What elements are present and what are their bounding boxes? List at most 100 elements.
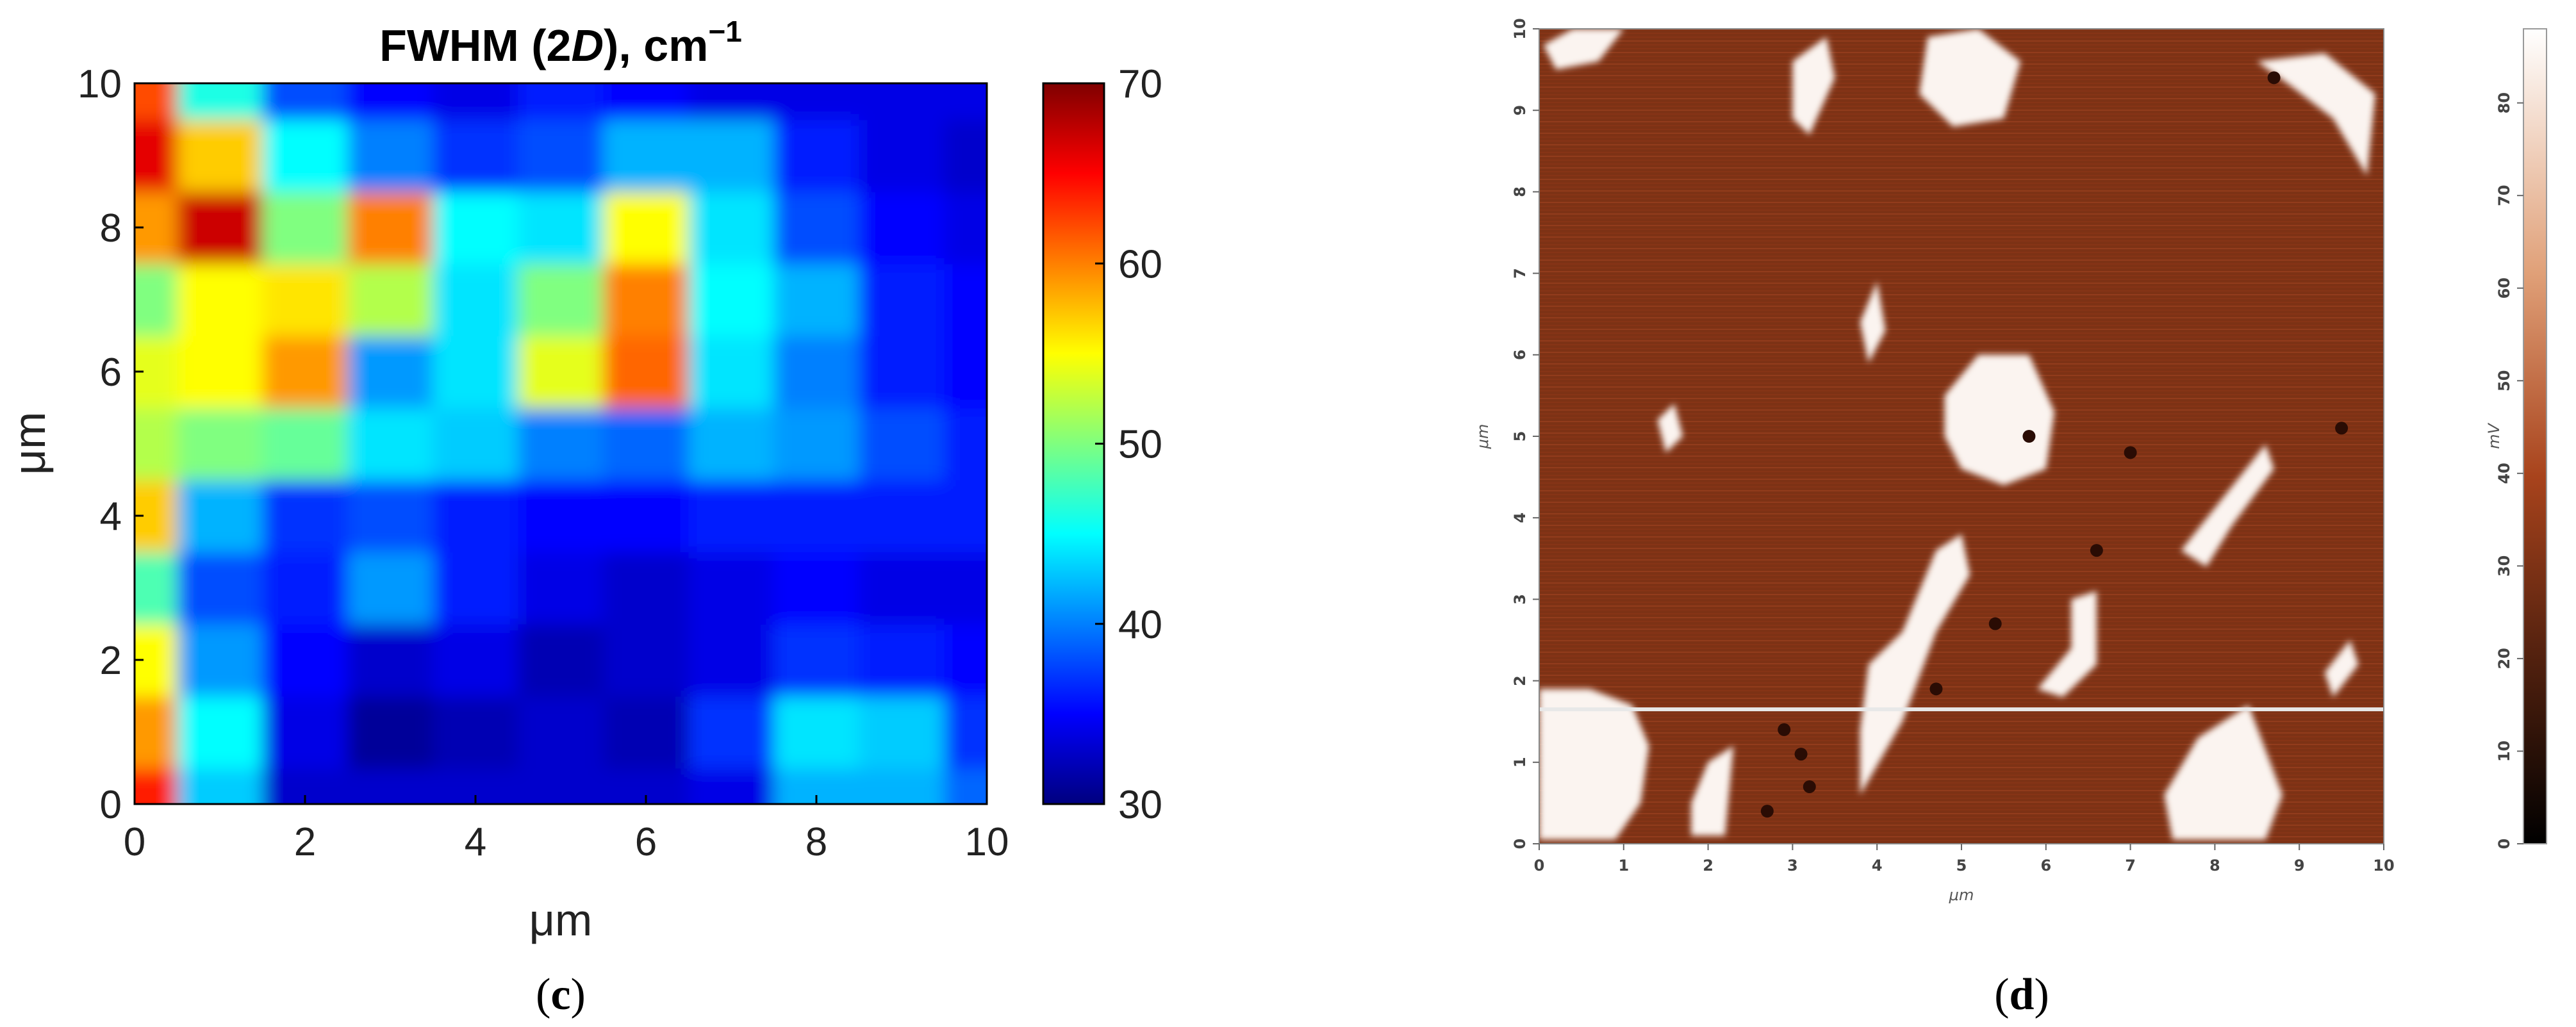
heatmap-cell bbox=[135, 407, 178, 481]
bright-flake bbox=[2181, 444, 2274, 567]
heatmap-cell bbox=[347, 263, 434, 336]
heatmap-cell bbox=[688, 479, 775, 553]
scan-line-texture bbox=[1539, 671, 2384, 672]
heatmap-cell bbox=[518, 335, 604, 409]
scan-line-texture bbox=[1539, 613, 2384, 614]
scan-line-texture bbox=[1539, 479, 2384, 480]
heatmap-cell bbox=[433, 696, 519, 769]
x-tick-label: 1 bbox=[1618, 857, 1629, 875]
heatmap-cell bbox=[688, 191, 775, 265]
scan-line-texture bbox=[1539, 690, 2384, 691]
scan-line-texture bbox=[1539, 717, 2384, 718]
bright-flake bbox=[1543, 29, 1624, 70]
colorbar-tick-label: 0 bbox=[2495, 839, 2513, 850]
scan-line-texture bbox=[1539, 156, 2384, 157]
heatmap-cell bbox=[347, 191, 434, 265]
colorbar-tick-label: 20 bbox=[2495, 648, 2513, 669]
x-tick-label: 6 bbox=[2040, 857, 2051, 875]
scan-line-texture bbox=[1539, 663, 2384, 664]
x-tick-label: 4 bbox=[465, 820, 486, 864]
heatmap-cell bbox=[688, 696, 775, 769]
heatmap-cell bbox=[603, 623, 689, 697]
y-tick-label: 5 bbox=[1511, 431, 1529, 442]
scan-line-texture bbox=[1539, 356, 2384, 357]
scan-line-texture bbox=[1539, 529, 2384, 530]
dark-spot bbox=[2090, 544, 2103, 557]
heatmap-cell bbox=[688, 623, 775, 697]
heatmap-cell bbox=[177, 83, 263, 120]
x-tick-label: 9 bbox=[2294, 857, 2305, 875]
scan-line-texture bbox=[1539, 133, 2384, 134]
heatmap-cell bbox=[177, 407, 263, 481]
heatmap-cell bbox=[944, 768, 987, 804]
axis-ticks-c: 0 2 4 6 8 10 0 2 4 6 8 10 bbox=[78, 62, 1009, 864]
heatmap-cell bbox=[603, 263, 689, 336]
scan-line-texture bbox=[1539, 340, 2384, 341]
scan-line-texture bbox=[1539, 333, 2384, 334]
heatmap-cell bbox=[135, 552, 178, 625]
scan-line-texture bbox=[1539, 302, 2384, 303]
scan-line-texture bbox=[1539, 617, 2384, 618]
heatmap-cell bbox=[859, 119, 945, 192]
colorbar-tick-label: 10 bbox=[2495, 741, 2513, 762]
scan-line-texture bbox=[1539, 805, 2384, 807]
scan-line-texture bbox=[1539, 225, 2384, 226]
heatmap-cell bbox=[944, 119, 987, 192]
scan-line-texture bbox=[1539, 629, 2384, 630]
heatmap-cell bbox=[177, 191, 263, 265]
scan-line-texture bbox=[1539, 778, 2384, 780]
scan-line-texture bbox=[1539, 740, 2384, 741]
scan-line-texture bbox=[1539, 221, 2384, 222]
bright-flake bbox=[2164, 705, 2283, 840]
heatmap-cell bbox=[433, 623, 519, 697]
heatmap-cell bbox=[262, 119, 349, 192]
heatmap-cell bbox=[688, 83, 775, 120]
panel-d: 0 1 2 3 4 5 6 7 8 9 10 0 1 2 3 4 5 6 7 8 9 10 μm μm 0 10 20 30 40… bbox=[1474, 18, 2547, 1019]
afm-features bbox=[1539, 29, 2375, 840]
dark-spot bbox=[1803, 780, 1816, 793]
heatmap-cell bbox=[262, 263, 349, 336]
scan-line-texture bbox=[1539, 240, 2384, 242]
colorbar-tick-label: 40 bbox=[2495, 463, 2513, 484]
scan-line-texture bbox=[1539, 271, 2384, 272]
scan-line-texture bbox=[1539, 813, 2384, 814]
x-tick-label: 6 bbox=[635, 820, 657, 864]
heatmap-cell bbox=[518, 479, 604, 553]
scan-line-texture bbox=[1539, 329, 2384, 330]
scan-line-texture bbox=[1539, 694, 2384, 695]
scan-line-texture bbox=[1539, 598, 2384, 599]
scan-line-texture bbox=[1539, 798, 2384, 799]
y-tick-label: 8 bbox=[100, 206, 122, 251]
heatmap-cell bbox=[773, 696, 860, 769]
scan-line-texture bbox=[1539, 206, 2384, 207]
heatmap-cell bbox=[262, 552, 349, 625]
heatmap-cell bbox=[347, 119, 434, 192]
dark-spot bbox=[1988, 617, 2002, 630]
scan-line-texture bbox=[1539, 652, 2384, 653]
heatmap-cell bbox=[773, 623, 860, 697]
heatmap-cell bbox=[347, 768, 434, 804]
heatmap-cell bbox=[773, 552, 860, 625]
x-tick-label: 10 bbox=[2373, 857, 2394, 875]
scan-line-texture bbox=[1539, 602, 2384, 603]
heatmap-cell bbox=[518, 768, 604, 804]
heatmap-cell bbox=[859, 83, 945, 120]
bright-flake bbox=[1919, 29, 2021, 127]
x-tick-label: 8 bbox=[805, 820, 827, 864]
heatmap-cell bbox=[347, 83, 434, 120]
heatmap-cell bbox=[773, 479, 860, 553]
heatmap-cell bbox=[859, 623, 945, 697]
heatmap-cell bbox=[944, 696, 987, 769]
axis-ticks-d: 0 1 2 3 4 5 6 7 8 9 10 0 1 2 3 4 5 6 7 8 9 10 bbox=[1511, 18, 2395, 875]
x-tick-label: 10 bbox=[965, 820, 1009, 864]
heatmap-cell bbox=[262, 191, 349, 265]
scan-line-texture bbox=[1539, 640, 2384, 641]
scan-line-texture bbox=[1539, 186, 2384, 188]
heatmap-cell bbox=[177, 263, 263, 336]
y-tick-label: 9 bbox=[1511, 105, 1529, 116]
scan-line-texture bbox=[1539, 744, 2384, 745]
scan-line-texture bbox=[1539, 175, 2384, 176]
x-tick-label: 4 bbox=[1872, 857, 1883, 875]
scan-line-texture bbox=[1539, 509, 2384, 511]
heatmap-cell bbox=[135, 119, 178, 192]
